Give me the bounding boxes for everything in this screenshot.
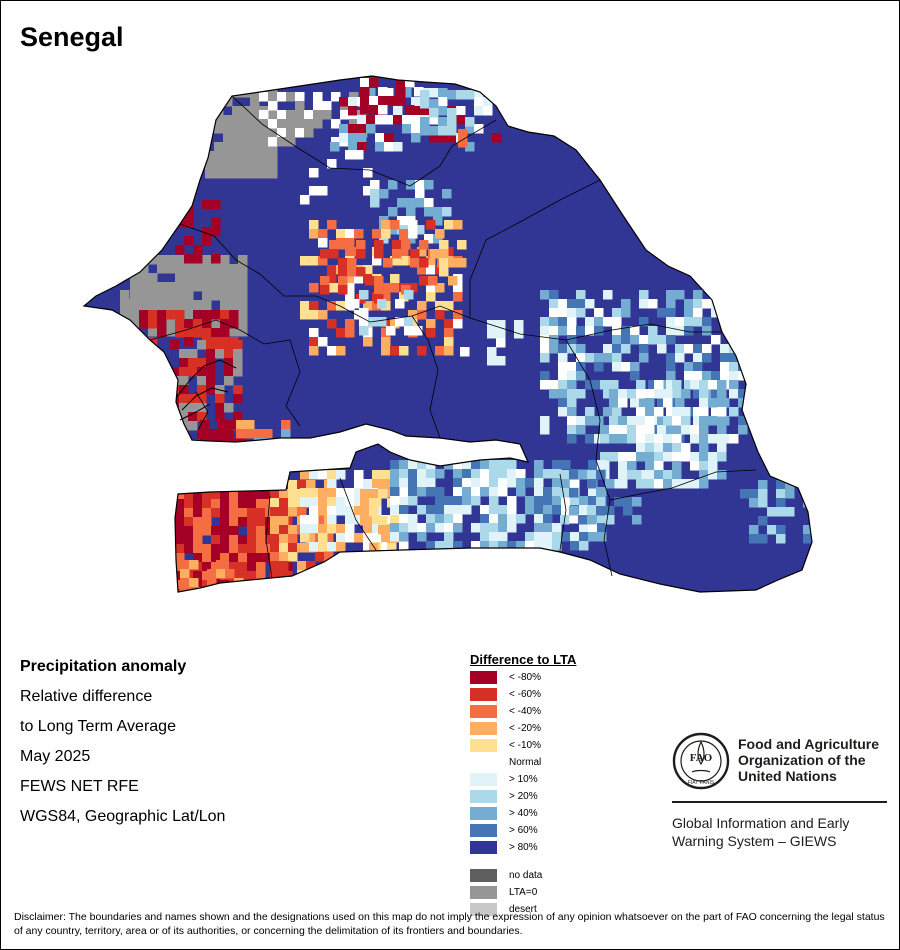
org-system: Global Information and Early Warning Sys…	[672, 815, 850, 849]
legend-label: > 20%	[509, 791, 538, 802]
map-info: Precipitation anomaly Relative differenc…	[20, 656, 225, 836]
legend-swatch	[470, 807, 497, 820]
legend-swatch	[470, 671, 497, 684]
info-source: FEWS NET RFE	[20, 778, 139, 795]
legend-swatch	[470, 705, 497, 718]
info-period: May 2025	[20, 748, 91, 765]
legend-label: < -80%	[509, 672, 541, 683]
legend-swatch	[470, 722, 497, 735]
legend-swatch	[470, 739, 497, 752]
legend-swatch	[470, 824, 497, 837]
info-line1: Relative difference	[20, 688, 153, 705]
emblem-letters: FAO	[690, 752, 713, 764]
legend-label: > 80%	[509, 842, 538, 853]
legend-swatch	[470, 773, 497, 786]
legend-label: LTA=0	[509, 887, 538, 898]
org-name: Food and Agriculture Organization of the…	[738, 736, 880, 784]
legend-label: > 40%	[509, 808, 538, 819]
legend-label: < -20%	[509, 723, 541, 734]
legend-label: Normal	[509, 757, 542, 768]
legend-label: > 60%	[509, 825, 538, 836]
info-line2: to Long Term Average	[20, 718, 176, 735]
legend-label: < -60%	[509, 689, 541, 700]
anomaly-map	[83, 75, 813, 593]
org-divider	[672, 801, 887, 803]
legend-swatch	[470, 841, 497, 854]
disclaimer: Disclaimer: The boundaries and names sho…	[14, 911, 885, 937]
legend-swatch	[470, 903, 497, 916]
legend-label: desert	[509, 904, 537, 915]
info-projection: WGS84, Geographic Lat/Lon	[20, 808, 226, 825]
delta-channels	[175, 359, 237, 421]
legend-swatch	[470, 756, 497, 769]
legend-swatch	[470, 790, 497, 803]
legend-label: no data	[509, 870, 543, 881]
region-boundaries	[149, 95, 757, 579]
legend-label: > 10%	[509, 774, 538, 785]
legend-label: < -40%	[509, 706, 541, 717]
legend-swatch	[470, 688, 497, 701]
map-title: Senegal	[20, 22, 124, 52]
info-heading: Precipitation anomaly	[20, 658, 187, 675]
legend-swatch	[470, 886, 497, 899]
legend-swatch	[470, 869, 497, 882]
legend-label: < -10%	[509, 740, 541, 751]
precipitation-raster	[84, 76, 812, 592]
fao-emblem-icon: FAO FIAT PANIS	[672, 732, 730, 790]
emblem-motto: FIAT PANIS	[688, 780, 715, 786]
legend-title: Difference to LTA	[470, 652, 577, 667]
